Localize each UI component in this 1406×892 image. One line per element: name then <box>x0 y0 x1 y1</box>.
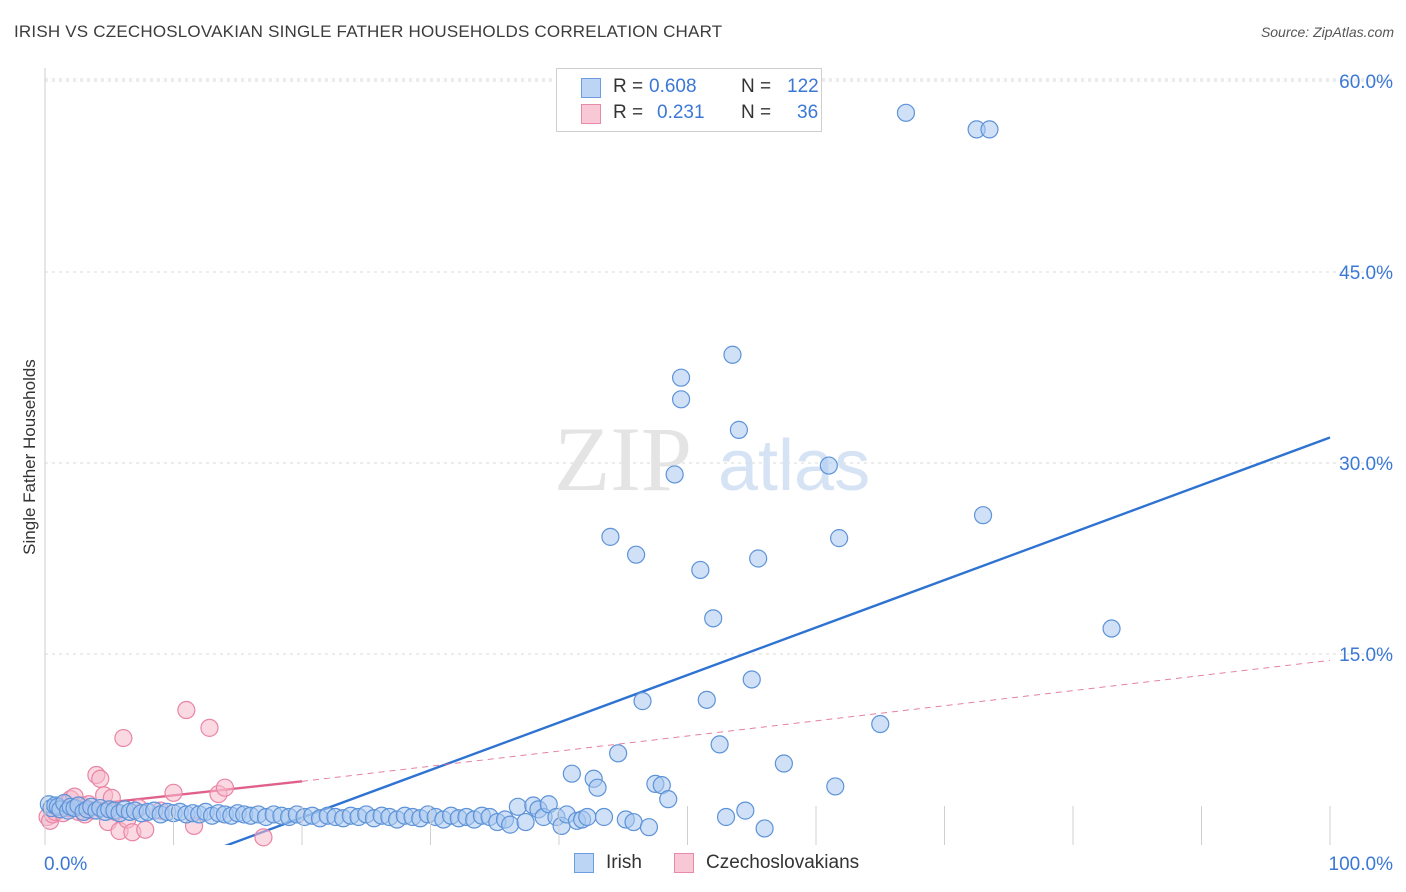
irish-point <box>594 807 614 827</box>
irish-point <box>1102 619 1121 638</box>
irish-point <box>609 744 628 763</box>
legend-label-irish: Irish <box>606 852 642 873</box>
irish-point <box>633 692 652 711</box>
irish-point <box>742 670 761 689</box>
stats-legend: R = 0.608 N = 122 R = 0.231 N = 36 <box>556 68 822 132</box>
irish-point <box>716 807 736 827</box>
irish-point <box>704 609 723 628</box>
irish-point <box>774 754 793 773</box>
irish-point <box>508 797 527 816</box>
irish-point <box>755 819 774 838</box>
irish-point <box>626 545 646 564</box>
irish-point <box>896 103 916 122</box>
irish-point <box>671 368 691 387</box>
irish-point <box>723 345 742 364</box>
irish-point <box>691 560 710 580</box>
legend-r-label: R = <box>613 102 644 123</box>
legend-r-value: 0.231 <box>657 102 705 123</box>
irish-point <box>830 529 849 548</box>
legend-n-label: N = <box>741 76 772 97</box>
irish-point <box>697 690 716 709</box>
axis-layer: 15.0% 30.0% 45.0% 60.0% 0.0% 100.0% Single Fat… <box>20 68 1393 875</box>
irish-point <box>819 456 838 475</box>
czech-point <box>114 728 133 748</box>
irish-point <box>588 778 607 797</box>
chart-title: IRISH VS CZECHOSLOVAKIAN SINGLE FATHER H… <box>14 22 723 41</box>
legend-label-czech: Czechoslovakians <box>706 852 860 873</box>
points-layer <box>38 103 1121 847</box>
irish-point <box>973 506 993 525</box>
irish-swatch <box>581 78 601 98</box>
watermark-zip: ZIP <box>554 408 692 510</box>
irish-point <box>516 812 535 832</box>
czech-swatch <box>581 104 601 124</box>
watermark: ZIP atlas <box>554 408 870 510</box>
irish-point <box>501 815 520 834</box>
irish-swatch <box>574 853 594 873</box>
irish-point <box>601 527 620 546</box>
irish-point <box>671 390 691 409</box>
x-tick-label: 0.0% <box>44 854 87 875</box>
y-tick-label: 30.0% <box>1339 454 1393 475</box>
irish-point <box>665 465 684 484</box>
irish-point <box>736 801 755 820</box>
y-tick-label: 15.0% <box>1339 645 1393 666</box>
czech-point <box>200 718 219 737</box>
legend-n-value: 36 <box>797 102 819 123</box>
watermark-atlas: atlas <box>718 426 870 506</box>
grid-layer <box>45 78 1392 655</box>
legend-n-value: 122 <box>787 76 819 97</box>
source-label: Source: ZipAtlas.com <box>1260 24 1394 40</box>
czech-point <box>91 769 110 788</box>
irish-point <box>749 549 768 568</box>
czech-trendline-extension <box>301 659 1331 782</box>
irish-point <box>578 807 597 827</box>
czech-point <box>164 783 183 802</box>
czech-point <box>215 778 234 797</box>
y-axis-title: Single Father Households <box>20 359 39 555</box>
irish-point <box>871 714 890 734</box>
czech-point <box>136 820 155 839</box>
irish-point <box>624 812 643 832</box>
irish-point <box>826 777 845 796</box>
irish-point <box>562 764 581 783</box>
irish-point <box>729 420 749 439</box>
x-tick-label: 100.0% <box>1329 854 1394 875</box>
irish-point <box>639 818 659 837</box>
y-tick-label: 45.0% <box>1339 263 1393 284</box>
legend-r-label: R = <box>613 76 644 97</box>
czech-point <box>177 700 196 720</box>
irish-point <box>659 790 678 809</box>
irish-trendline <box>224 436 1331 845</box>
legend-n-label: N = <box>741 102 772 123</box>
y-tick-label: 60.0% <box>1339 72 1393 93</box>
czech-swatch <box>674 853 694 873</box>
czech-point <box>254 828 273 847</box>
irish-point <box>980 120 999 139</box>
legend-r-value: 0.608 <box>649 76 697 97</box>
irish-point <box>710 735 729 754</box>
